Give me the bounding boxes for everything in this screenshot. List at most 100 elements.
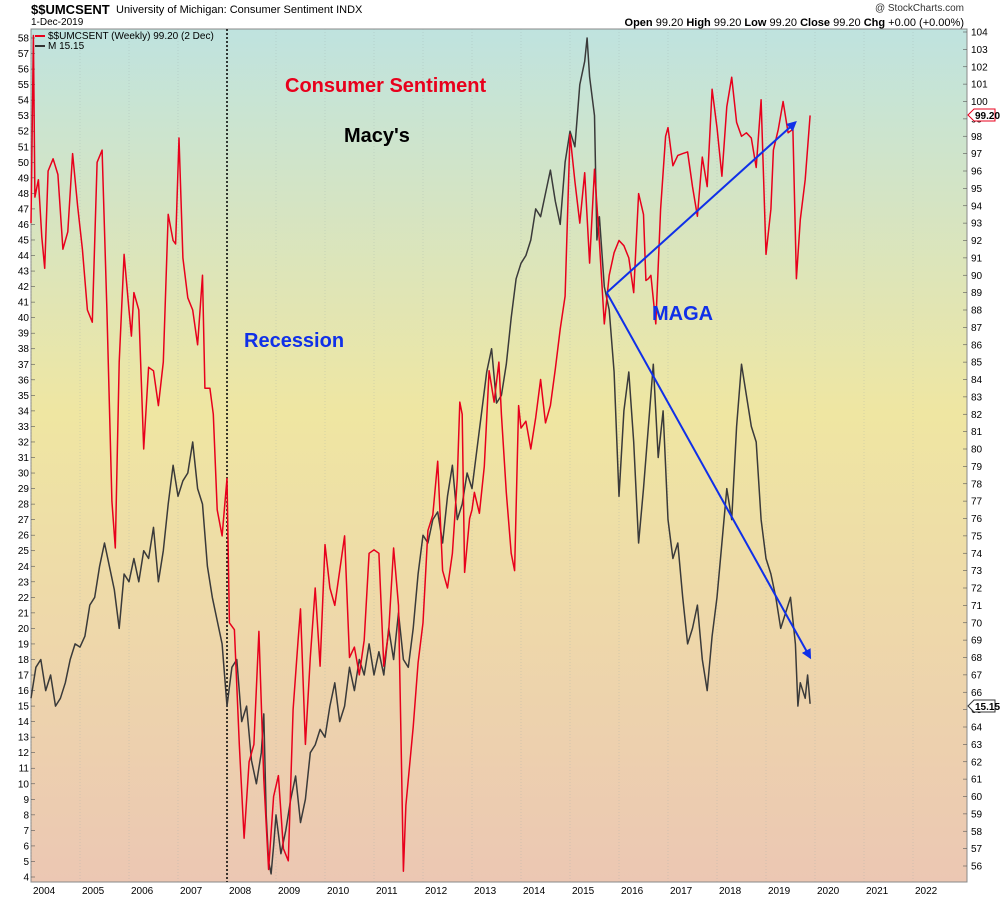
x-tick-label: 2010 [327, 886, 350, 897]
left-tick-label: 26 [18, 531, 30, 542]
right-tick-label: 96 [971, 167, 983, 178]
x-tick-label: 2016 [621, 886, 644, 897]
left-tick-label: 6 [23, 841, 29, 852]
left-tick-label: 28 [18, 500, 30, 511]
right-tick-label: 57 [971, 844, 983, 855]
right-tick-label: 71 [971, 601, 983, 612]
right-tick-label: 98 [971, 132, 983, 143]
right-tick-label: 69 [971, 636, 983, 647]
x-tick-label: 2009 [278, 886, 301, 897]
x-tick-label: 2007 [180, 886, 203, 897]
right-tick-label: 79 [971, 462, 983, 473]
left-tick-label: 25 [18, 546, 30, 557]
right-tick-label: 66 [971, 688, 983, 699]
left-axis: 4567891011121314151617181920212223242526… [18, 34, 35, 884]
left-tick-label: 42 [18, 282, 30, 293]
x-tick-label: 2013 [474, 886, 497, 897]
symbol-name: University of Michigan: Consumer Sentime… [116, 4, 363, 16]
right-tick-label: 84 [971, 375, 983, 386]
x-tick-label: 2020 [817, 886, 840, 897]
right-tick-label: 95 [971, 184, 983, 195]
right-tick-label: 70 [971, 618, 983, 629]
right-tick-label: 93 [971, 219, 983, 230]
x-tick-label: 2006 [131, 886, 154, 897]
right-tick-label: 101 [971, 80, 988, 91]
chg-label: Chg [863, 17, 886, 29]
left-tick-label: 54 [18, 96, 30, 107]
left-tick-label: 46 [18, 220, 30, 231]
left-tick-label: 19 [18, 639, 30, 650]
right-tick-label: 82 [971, 410, 983, 421]
left-tick-label: 41 [18, 298, 30, 309]
right-tick-label: 73 [971, 566, 983, 577]
left-tick-label: 44 [18, 251, 30, 262]
ohlc-readout: Open 99.20 High 99.20 Low 99.20 Close 99… [625, 17, 964, 29]
left-tick-label: 35 [18, 391, 30, 402]
right-tick-label: 60 [971, 792, 983, 803]
left-tick-label: 52 [18, 127, 30, 138]
gridlines [30, 29, 914, 882]
stockcharts-credit: @ StockCharts.com [874, 3, 964, 14]
left-tick-label: 22 [18, 593, 30, 604]
left-tick-label: 17 [18, 671, 30, 682]
series-layer [30, 34, 811, 875]
right-tick-label: 63 [971, 740, 983, 751]
series-line-sentiment [30, 34, 811, 872]
left-tick-label: 11 [19, 764, 30, 775]
annotation-maga: MAGA [652, 303, 713, 325]
left-tick-label: 30 [18, 469, 30, 480]
legend-m-label: M 15.15 [48, 41, 85, 52]
left-tick-label: 29 [18, 484, 30, 495]
right-tick-label: 87 [971, 323, 983, 334]
x-tick-label: 2012 [425, 886, 448, 897]
left-tick-label: 10 [18, 779, 30, 790]
badge-sentiment-last: 99.20 [967, 108, 1000, 122]
left-tick-label: 16 [18, 686, 30, 697]
date-label: 1-Dec-2019 [31, 17, 84, 28]
plot-background [30, 28, 968, 883]
arrow-up [606, 121, 797, 294]
x-tick-label: 2021 [866, 886, 889, 897]
right-tick-label: 86 [971, 340, 983, 351]
left-tick-label: 4 [23, 873, 29, 884]
right-tick-label: 61 [971, 775, 983, 786]
right-tick-label: 92 [971, 236, 983, 247]
left-tick-label: 45 [18, 235, 30, 246]
badge-m-last: 15.15 [967, 699, 1000, 713]
right-tick-label: 77 [971, 497, 983, 508]
left-tick-label: 32 [18, 437, 30, 448]
left-tick-label: 21 [18, 608, 30, 619]
chg-value: +0.00 (+0.00%) [888, 17, 964, 29]
open-value: 99.20 [655, 17, 684, 29]
right-axis: 5657585960616263646566676869707172737475… [963, 28, 988, 873]
left-tick-label: 7 [23, 826, 29, 837]
left-tick-label: 37 [18, 360, 30, 371]
annotation-consumer-sentiment: Consumer Sentiment [285, 75, 486, 97]
right-tick-label: 88 [971, 306, 983, 317]
left-tick-label: 18 [18, 655, 30, 666]
right-tick-label: 85 [971, 358, 983, 369]
high-value: 99.20 [713, 17, 742, 29]
left-tick-label: 36 [18, 375, 30, 386]
right-tick-label: 76 [971, 514, 983, 525]
left-tick-label: 34 [18, 406, 30, 417]
left-tick-label: 8 [23, 810, 29, 821]
left-tick-label: 56 [18, 65, 30, 76]
left-tick-label: 57 [18, 49, 30, 60]
left-tick-label: 24 [18, 562, 30, 573]
right-tick-label: 80 [971, 445, 983, 456]
x-tick-label: 2004 [33, 886, 56, 897]
close-value: 99.20 [833, 17, 861, 29]
left-tick-label: 47 [18, 204, 30, 215]
left-tick-label: 53 [18, 111, 30, 122]
right-tick-label: 62 [971, 757, 983, 768]
left-tick-label: 15 [18, 702, 30, 713]
arrow-down [605, 292, 812, 660]
open-label: Open [624, 17, 653, 29]
badge-m-text: 15.15 [975, 702, 1000, 713]
low-value: 99.20 [769, 17, 798, 29]
x-tick-label: 2015 [572, 886, 595, 897]
right-tick-label: 59 [971, 809, 983, 820]
right-tick-label: 90 [971, 271, 983, 282]
